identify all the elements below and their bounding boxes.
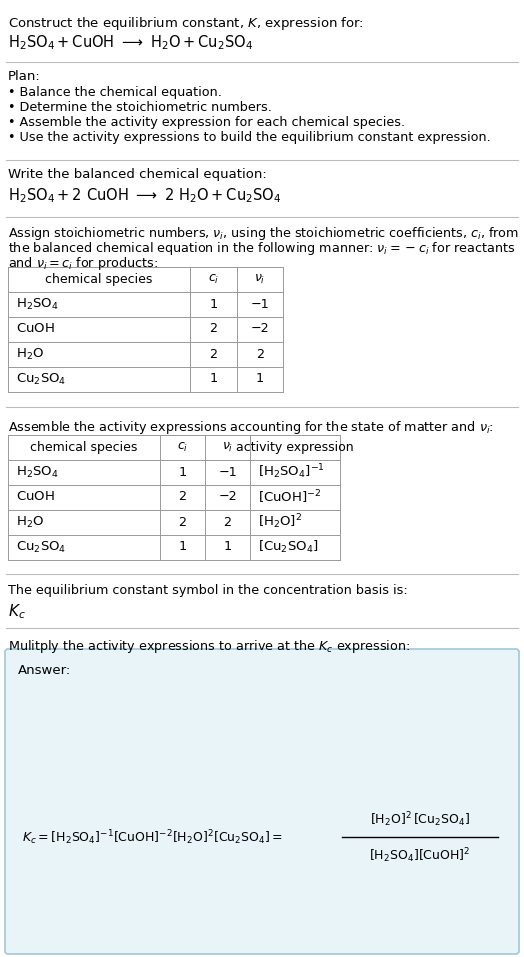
Text: −1: −1: [218, 465, 237, 478]
Text: $[\mathrm{H_2O}]^2\,[\mathrm{Cu_2SO_4}]$: $[\mathrm{H_2O}]^2\,[\mathrm{Cu_2SO_4}]$: [370, 810, 470, 829]
Text: $\mathrm{Cu_2SO_4}$: $\mathrm{Cu_2SO_4}$: [16, 371, 67, 387]
Text: 2: 2: [179, 491, 187, 503]
Text: 2: 2: [256, 347, 264, 361]
Text: Write the balanced chemical equation:: Write the balanced chemical equation:: [8, 168, 267, 181]
Text: 1: 1: [256, 372, 264, 386]
Text: Answer:: Answer:: [18, 664, 71, 677]
Text: 2: 2: [224, 516, 232, 528]
Text: 1: 1: [210, 372, 217, 386]
Text: $[\mathrm{H_2SO_4}]^{-1}$: $[\mathrm{H_2SO_4}]^{-1}$: [258, 462, 325, 481]
Text: $[\mathrm{CuOH}]^{-2}$: $[\mathrm{CuOH}]^{-2}$: [258, 488, 321, 505]
Text: $\mathrm{Cu_2SO_4}$: $\mathrm{Cu_2SO_4}$: [16, 540, 67, 554]
Text: $c_i$: $c_i$: [208, 273, 219, 285]
Text: $\nu_i$: $\nu_i$: [254, 273, 266, 285]
Text: $[\mathrm{H_2O}]^{2}$: $[\mathrm{H_2O}]^{2}$: [258, 513, 302, 531]
Text: chemical species: chemical species: [45, 273, 152, 285]
Text: Plan:: Plan:: [8, 70, 41, 83]
Text: $[\mathrm{Cu_2SO_4}]$: $[\mathrm{Cu_2SO_4}]$: [258, 539, 319, 555]
Text: Mulitply the activity expressions to arrive at the $K_c$ expression:: Mulitply the activity expressions to arr…: [8, 638, 410, 655]
Text: and $\nu_i = c_i$ for products:: and $\nu_i = c_i$ for products:: [8, 255, 158, 272]
Text: $c_i$: $c_i$: [177, 440, 188, 454]
Text: $\mathrm{H_2O}$: $\mathrm{H_2O}$: [16, 515, 44, 529]
Text: $\mathrm{H_2SO_4 + CuOH\ \longrightarrow\ H_2O + Cu_2SO_4}$: $\mathrm{H_2SO_4 + CuOH\ \longrightarrow…: [8, 33, 253, 52]
Text: 1: 1: [179, 465, 187, 478]
Text: Assemble the activity expressions accounting for the state of matter and $\nu_i$: Assemble the activity expressions accoun…: [8, 419, 494, 436]
Text: $K_c = [\mathrm{H_2SO_4}]^{-1}[\mathrm{CuOH}]^{-2}[\mathrm{H_2O}]^{2}[\mathrm{Cu: $K_c = [\mathrm{H_2SO_4}]^{-1}[\mathrm{C…: [22, 828, 283, 847]
Text: $\mathrm{H_2SO_4}$: $\mathrm{H_2SO_4}$: [16, 297, 59, 312]
Text: • Use the activity expressions to build the equilibrium constant expression.: • Use the activity expressions to build …: [8, 131, 491, 144]
Text: 1: 1: [223, 541, 232, 553]
Text: The equilibrium constant symbol in the concentration basis is:: The equilibrium constant symbol in the c…: [8, 584, 408, 597]
Text: Assign stoichiometric numbers, $\nu_i$, using the stoichiometric coefficients, $: Assign stoichiometric numbers, $\nu_i$, …: [8, 225, 519, 242]
Text: $[\mathrm{H_2SO_4}][\mathrm{CuOH}]^2$: $[\mathrm{H_2SO_4}][\mathrm{CuOH}]^2$: [369, 846, 471, 865]
Text: the balanced chemical equation in the following manner: $\nu_i = -c_i$ for react: the balanced chemical equation in the fo…: [8, 240, 516, 257]
Text: $\mathrm{H_2SO_4}$: $\mathrm{H_2SO_4}$: [16, 464, 59, 479]
Text: $K_c$: $K_c$: [8, 602, 26, 621]
Text: 2: 2: [210, 347, 217, 361]
Text: $\mathrm{CuOH}$: $\mathrm{CuOH}$: [16, 323, 54, 336]
Text: $\mathrm{H_2O}$: $\mathrm{H_2O}$: [16, 346, 44, 362]
Text: Construct the equilibrium constant, $K$, expression for:: Construct the equilibrium constant, $K$,…: [8, 15, 364, 32]
Text: 1: 1: [179, 541, 187, 553]
Text: activity expression: activity expression: [236, 440, 354, 454]
Text: $\mathrm{H_2SO_4 + 2\ CuOH\ \longrightarrow\ 2\ H_2O + Cu_2SO_4}$: $\mathrm{H_2SO_4 + 2\ CuOH\ \longrightar…: [8, 186, 281, 205]
Text: −1: −1: [250, 298, 269, 310]
Text: • Determine the stoichiometric numbers.: • Determine the stoichiometric numbers.: [8, 101, 272, 114]
Text: $\nu_i$: $\nu_i$: [222, 440, 233, 454]
FancyBboxPatch shape: [5, 649, 519, 954]
Text: 2: 2: [179, 516, 187, 528]
Text: −2: −2: [218, 491, 237, 503]
Text: $\mathrm{CuOH}$: $\mathrm{CuOH}$: [16, 491, 54, 503]
Text: • Assemble the activity expression for each chemical species.: • Assemble the activity expression for e…: [8, 116, 405, 129]
Text: 2: 2: [210, 323, 217, 336]
Text: • Balance the chemical equation.: • Balance the chemical equation.: [8, 86, 222, 99]
Text: chemical species: chemical species: [30, 440, 138, 454]
Text: 1: 1: [210, 298, 217, 310]
Text: −2: −2: [250, 323, 269, 336]
